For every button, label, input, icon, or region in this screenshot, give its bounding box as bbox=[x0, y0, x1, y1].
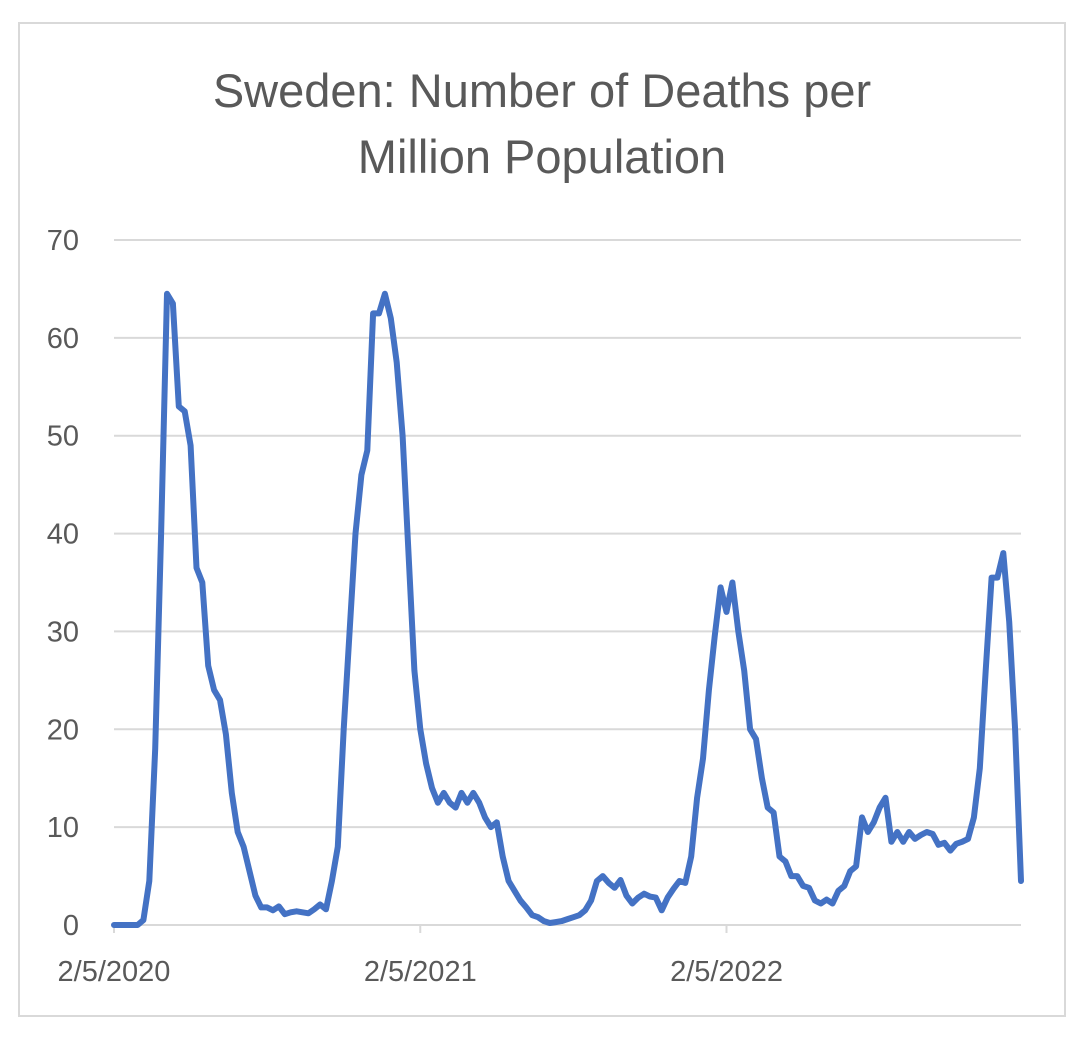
series-line-sweden bbox=[111, 290, 1024, 928]
x-axis-ticks: 2/5/2020 2/5/2021 2/5/2022 bbox=[58, 925, 783, 988]
y-tick-label: 10 bbox=[47, 812, 79, 844]
y-tick-label: 50 bbox=[47, 421, 79, 453]
y-tick-label: 20 bbox=[47, 714, 79, 746]
x-tick-label: 2/5/2021 bbox=[364, 956, 477, 988]
x-tick-label: 2/5/2020 bbox=[58, 956, 171, 988]
y-tick-label: 0 bbox=[63, 910, 79, 942]
y-axis-tick-labels: 0 10 20 30 40 50 60 70 bbox=[47, 225, 79, 942]
y-tick-label: 40 bbox=[47, 519, 79, 551]
chart-title: Sweden: Number of Deaths per Million Pop… bbox=[212, 64, 872, 183]
gridlines bbox=[114, 239, 1021, 829]
y-tick-label: 60 bbox=[47, 323, 79, 355]
x-tick-label: 2/5/2022 bbox=[670, 956, 783, 988]
y-tick-label: 30 bbox=[47, 616, 79, 648]
y-tick-label: 70 bbox=[47, 225, 79, 257]
